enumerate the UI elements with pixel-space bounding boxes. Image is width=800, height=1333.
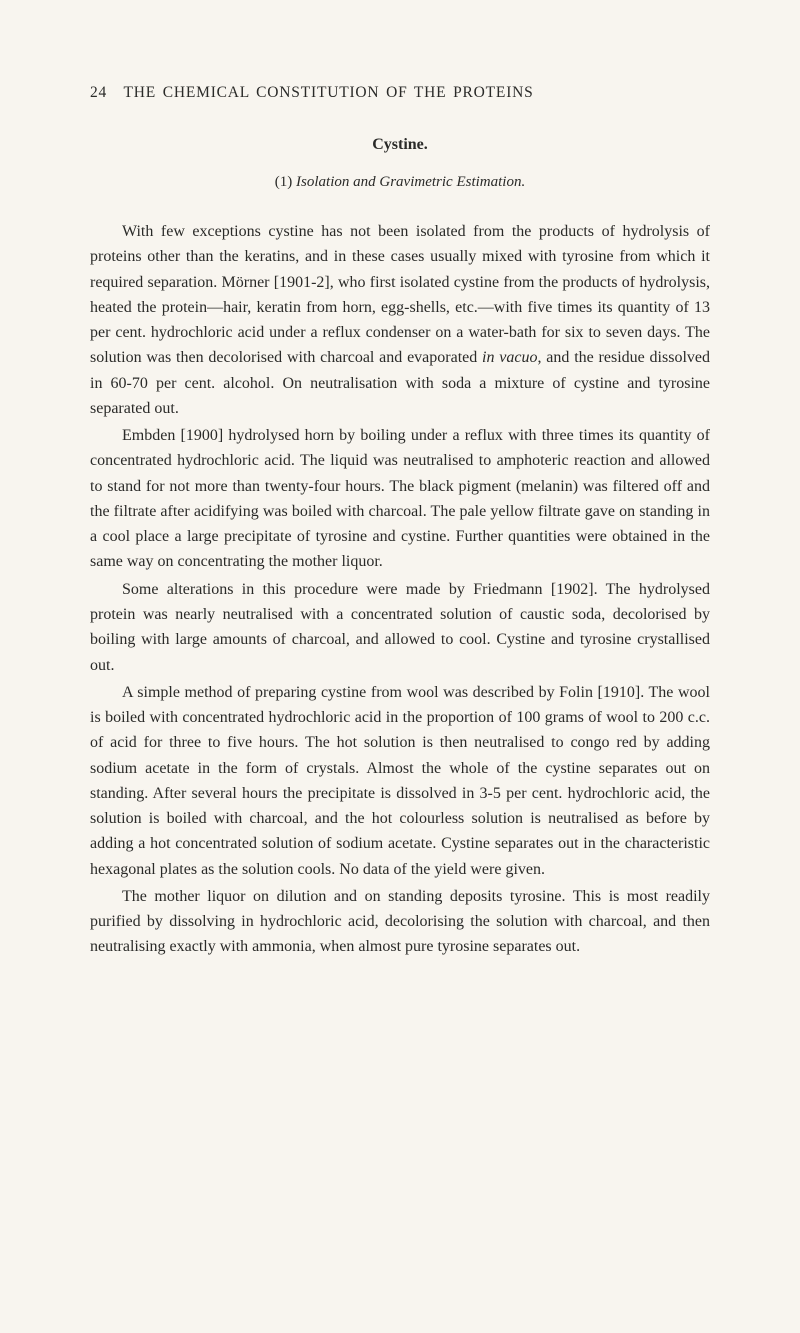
paragraph: With few exceptions cystine has not been… <box>90 219 710 421</box>
paragraph: Some alterations in this procedure were … <box>90 577 710 678</box>
subsection-text: Isolation and Gravimetric Estimation. <box>296 174 525 190</box>
paragraph: A simple method of preparing cystine fro… <box>90 680 710 882</box>
page-number: 24 <box>90 84 107 101</box>
paragraph: The mother liquor on dilution and on sta… <box>90 884 710 960</box>
body-text: With few exceptions cystine has not been… <box>90 219 710 960</box>
subsection-title: (1) Isolation and Gravimetric Estimation… <box>90 174 710 191</box>
paragraph: Embden [1900] hydrolysed horn by boiling… <box>90 423 710 575</box>
page: 24 THE CHEMICAL CONSTITUTION OF THE PROT… <box>0 0 800 1333</box>
running-head: 24 THE CHEMICAL CONSTITUTION OF THE PROT… <box>90 84 710 102</box>
section-title: Cystine. <box>90 136 710 154</box>
running-head-text: THE CHEMICAL CONSTITUTION OF THE PROTEIN… <box>124 84 534 101</box>
subsection-number: (1) <box>275 174 293 190</box>
